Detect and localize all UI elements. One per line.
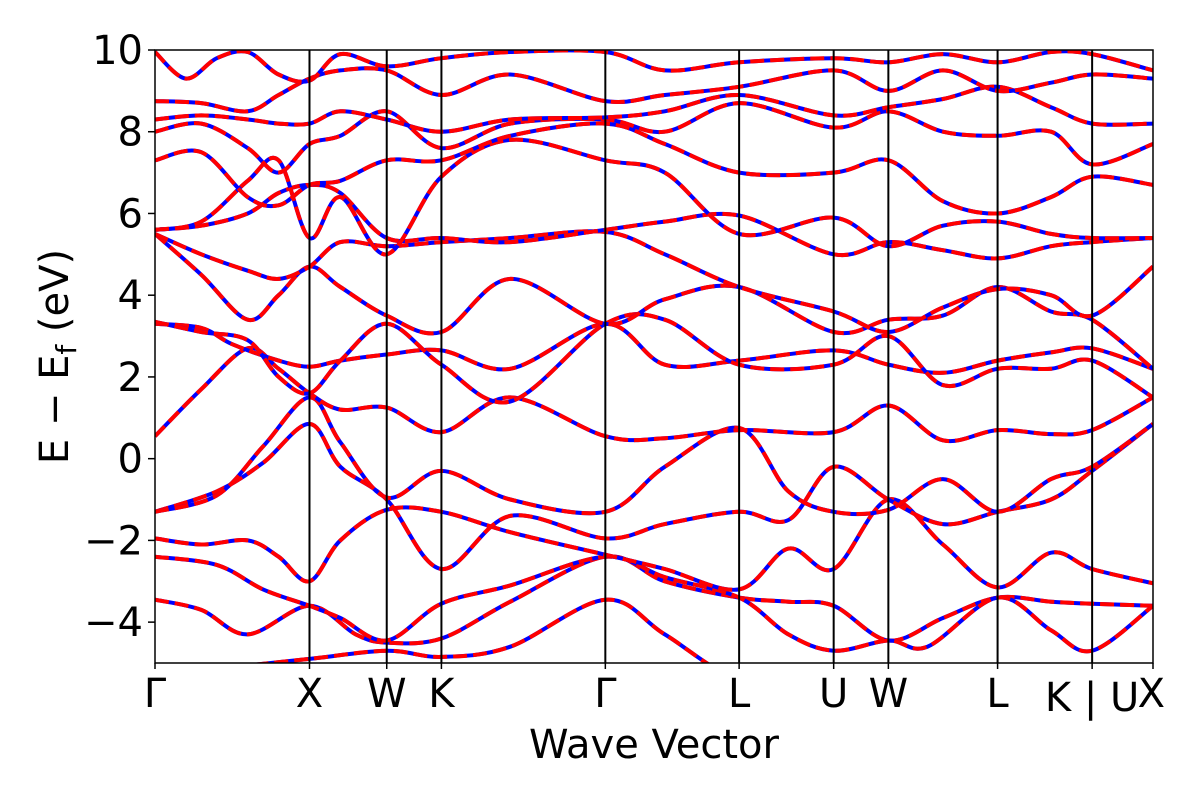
band-17-overlay-line: [155, 66, 1153, 114]
plot-frame: [154, 49, 1154, 664]
band-15-overlay-line: [155, 101, 1153, 175]
band-10-base-line: [155, 232, 1153, 371]
x-tick-label: K | U: [1045, 675, 1139, 721]
band-13-overlay-line: [155, 137, 1153, 257]
band-3-base-line: [155, 554, 1153, 654]
band-6-base-line: [155, 395, 1153, 516]
band-8-base-line: [155, 321, 1153, 375]
band-18-overlay-line: [155, 50, 1153, 84]
band-5-overlay-line: [155, 421, 1153, 571]
band-4-overlay-line: [155, 497, 1153, 592]
y-tick-label: −4: [84, 600, 143, 646]
x-tick-label: K: [428, 671, 456, 717]
y-tick-label: 4: [118, 273, 143, 319]
y-axis-label-unit: (eV): [32, 249, 78, 345]
band-9-overlay-line: [155, 312, 1153, 405]
x-tick-label: Γ: [144, 671, 167, 717]
y-tick-label: 8: [118, 110, 143, 156]
band-2-overlay-line: [155, 554, 1153, 646]
x-axis-label: Wave Vector: [529, 722, 780, 768]
x-tick-label: Γ: [594, 671, 617, 717]
y-axis-label: E − Ef (eV): [32, 249, 83, 464]
band-6-overlay-line: [155, 395, 1153, 516]
band-13-base-line: [155, 137, 1153, 257]
y-tick-label: 0: [118, 437, 143, 483]
x-tick-label: W: [869, 671, 909, 717]
band-18-base-line: [155, 50, 1153, 84]
y-tick-label: −2: [84, 518, 143, 564]
band-10-overlay-line: [155, 232, 1153, 371]
band-5-base-line: [155, 421, 1153, 571]
y-ticks: −4 −2 0 2 4 6 8 10: [84, 28, 155, 646]
y-tick-label: 10: [92, 28, 143, 74]
band-1-overlay-line: [251, 597, 711, 663]
y-tick-label: 2: [118, 355, 143, 401]
bands-layer: [155, 50, 1153, 663]
y-tick-label: 6: [118, 191, 143, 237]
y-axis-label-subscript: f: [50, 344, 83, 355]
y-axis-label-main: E − E: [32, 355, 78, 465]
band-2-base-line: [155, 554, 1153, 646]
k-point-lines: [308, 50, 1094, 663]
x-tick-label: L: [728, 671, 751, 717]
x-tick-label: W: [367, 671, 407, 717]
x-tick-label: L: [986, 671, 1009, 717]
x-tick-label: X: [1138, 671, 1165, 717]
band-16-overlay-line: [155, 84, 1153, 134]
x-tick-label: U: [819, 671, 848, 717]
x-tick-label: X: [296, 671, 323, 717]
